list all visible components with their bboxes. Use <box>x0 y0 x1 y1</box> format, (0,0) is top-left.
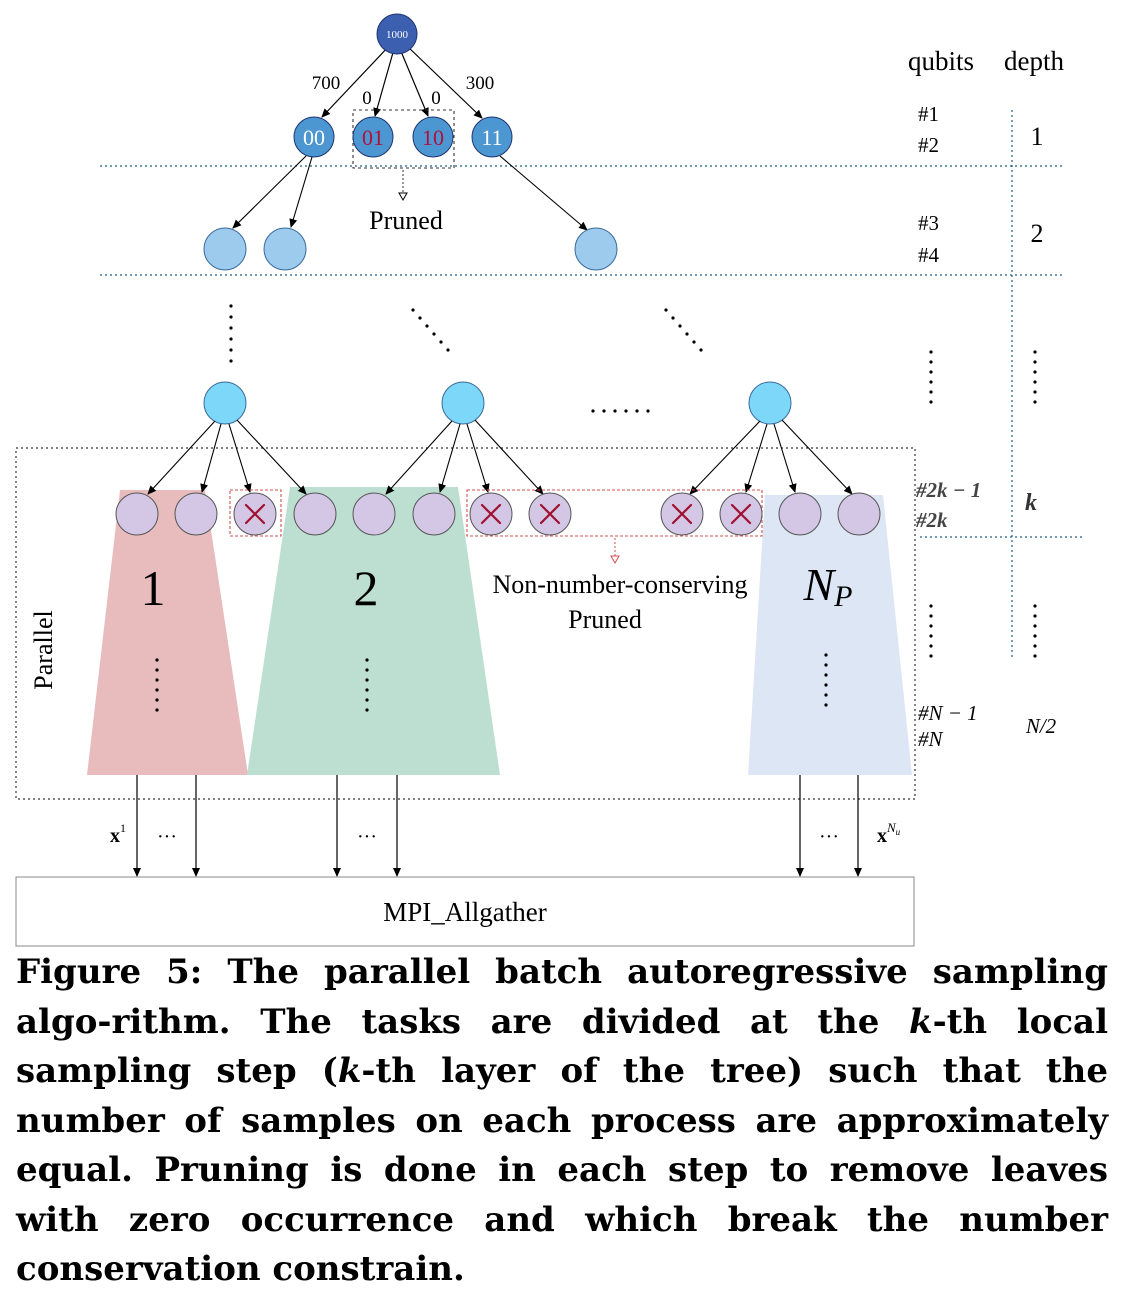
level2-node <box>574 227 618 271</box>
edge-label-01: 0 <box>362 88 372 109</box>
root-node-label: 1000 <box>386 29 409 41</box>
column-ellipsis-dots <box>929 350 1037 658</box>
output-arrows <box>133 775 862 877</box>
leaf-node <box>837 492 881 536</box>
leaf-pruned-box <box>229 489 282 537</box>
leaf-node <box>293 492 337 536</box>
partition-2-trapezoid <box>247 487 500 775</box>
depth-label: 2 <box>1031 219 1044 248</box>
cross-icon <box>244 503 266 525</box>
depth-label: N/2 <box>1025 714 1057 738</box>
level1-nodes: 00 01 10 11 <box>293 116 513 158</box>
level3-node <box>203 381 247 425</box>
leaf-node <box>412 492 456 536</box>
figure-caption: Figure 5: The parallel batch autoregress… <box>16 952 1108 1289</box>
mpi-allgather-label: MPI_Allgather <box>383 897 546 927</box>
node-10-label: 10 <box>422 125 444 150</box>
node-01-label: 01 <box>362 125 384 150</box>
nonconserving-label-line2: Pruned <box>568 605 642 634</box>
level3-node <box>748 381 792 425</box>
depth-label: 1 <box>1031 122 1044 151</box>
leaf-node <box>352 492 396 536</box>
partition-1-label: 1 <box>141 560 166 616</box>
node-00 <box>293 116 335 158</box>
qubits-header: qubits <box>908 46 974 76</box>
cross-icon <box>480 503 502 525</box>
qubit-label: #N <box>918 727 944 751</box>
sampling-tree-figure: 700 0 0 300 1000 Pruned 00 01 10 11 <box>15 13 1085 947</box>
edge-label-10: 0 <box>431 88 441 109</box>
node-10 <box>412 116 454 158</box>
output-dots: ··· <box>819 826 839 848</box>
output-last-label: xNu <box>877 820 901 847</box>
pruned-label: Pruned <box>369 206 443 235</box>
edge-label-00: 700 <box>312 73 341 94</box>
level2-node <box>263 227 307 271</box>
leaf-node <box>174 492 218 536</box>
partition-2-label: 2 <box>354 560 379 616</box>
qubit-label: #4 <box>918 243 940 267</box>
depth-header: depth <box>1004 46 1064 76</box>
level2-node <box>203 227 247 271</box>
node-01 <box>352 116 394 158</box>
level3-node <box>441 381 485 425</box>
partition-np-label: NP <box>802 559 852 613</box>
output-first-label: x1 <box>110 821 126 847</box>
cross-icon <box>671 503 693 525</box>
root-edges <box>321 44 483 119</box>
qubit-label: #2k − 1 <box>915 478 981 502</box>
node-11 <box>471 116 513 158</box>
output-dots: ··· <box>357 826 377 848</box>
leaf-edges <box>147 419 853 495</box>
tree-ellipsis-dots <box>229 304 703 413</box>
leaf-node <box>778 492 822 536</box>
partition-1-trapezoid <box>87 490 248 775</box>
mpi-allgather-box <box>15 876 915 947</box>
cross-icon <box>539 503 561 525</box>
depth-label: k <box>1025 490 1037 516</box>
cross-icon <box>730 503 752 525</box>
nonconserving-label-line1: Non-number-conserving <box>492 570 747 599</box>
partition-np-trapezoid <box>748 495 912 775</box>
output-dots: ··· <box>157 826 177 848</box>
leaf-node <box>115 492 159 536</box>
qubit-label: #3 <box>918 211 939 235</box>
qubit-label: #N − 1 <box>918 701 978 725</box>
qubit-label: #2k <box>915 508 948 532</box>
qubit-label: #1 <box>918 102 939 126</box>
parallel-label: Parallel <box>29 610 58 689</box>
edge-label-11: 300 <box>466 73 495 94</box>
qubit-label: #2 <box>918 133 939 157</box>
root-node <box>376 13 418 55</box>
level2-edges <box>232 155 588 231</box>
node-00-label: 00 <box>303 125 325 150</box>
cross-icons <box>244 503 752 525</box>
node-11-label: 11 <box>481 125 502 150</box>
partition-ellipsis-dots <box>155 653 828 712</box>
